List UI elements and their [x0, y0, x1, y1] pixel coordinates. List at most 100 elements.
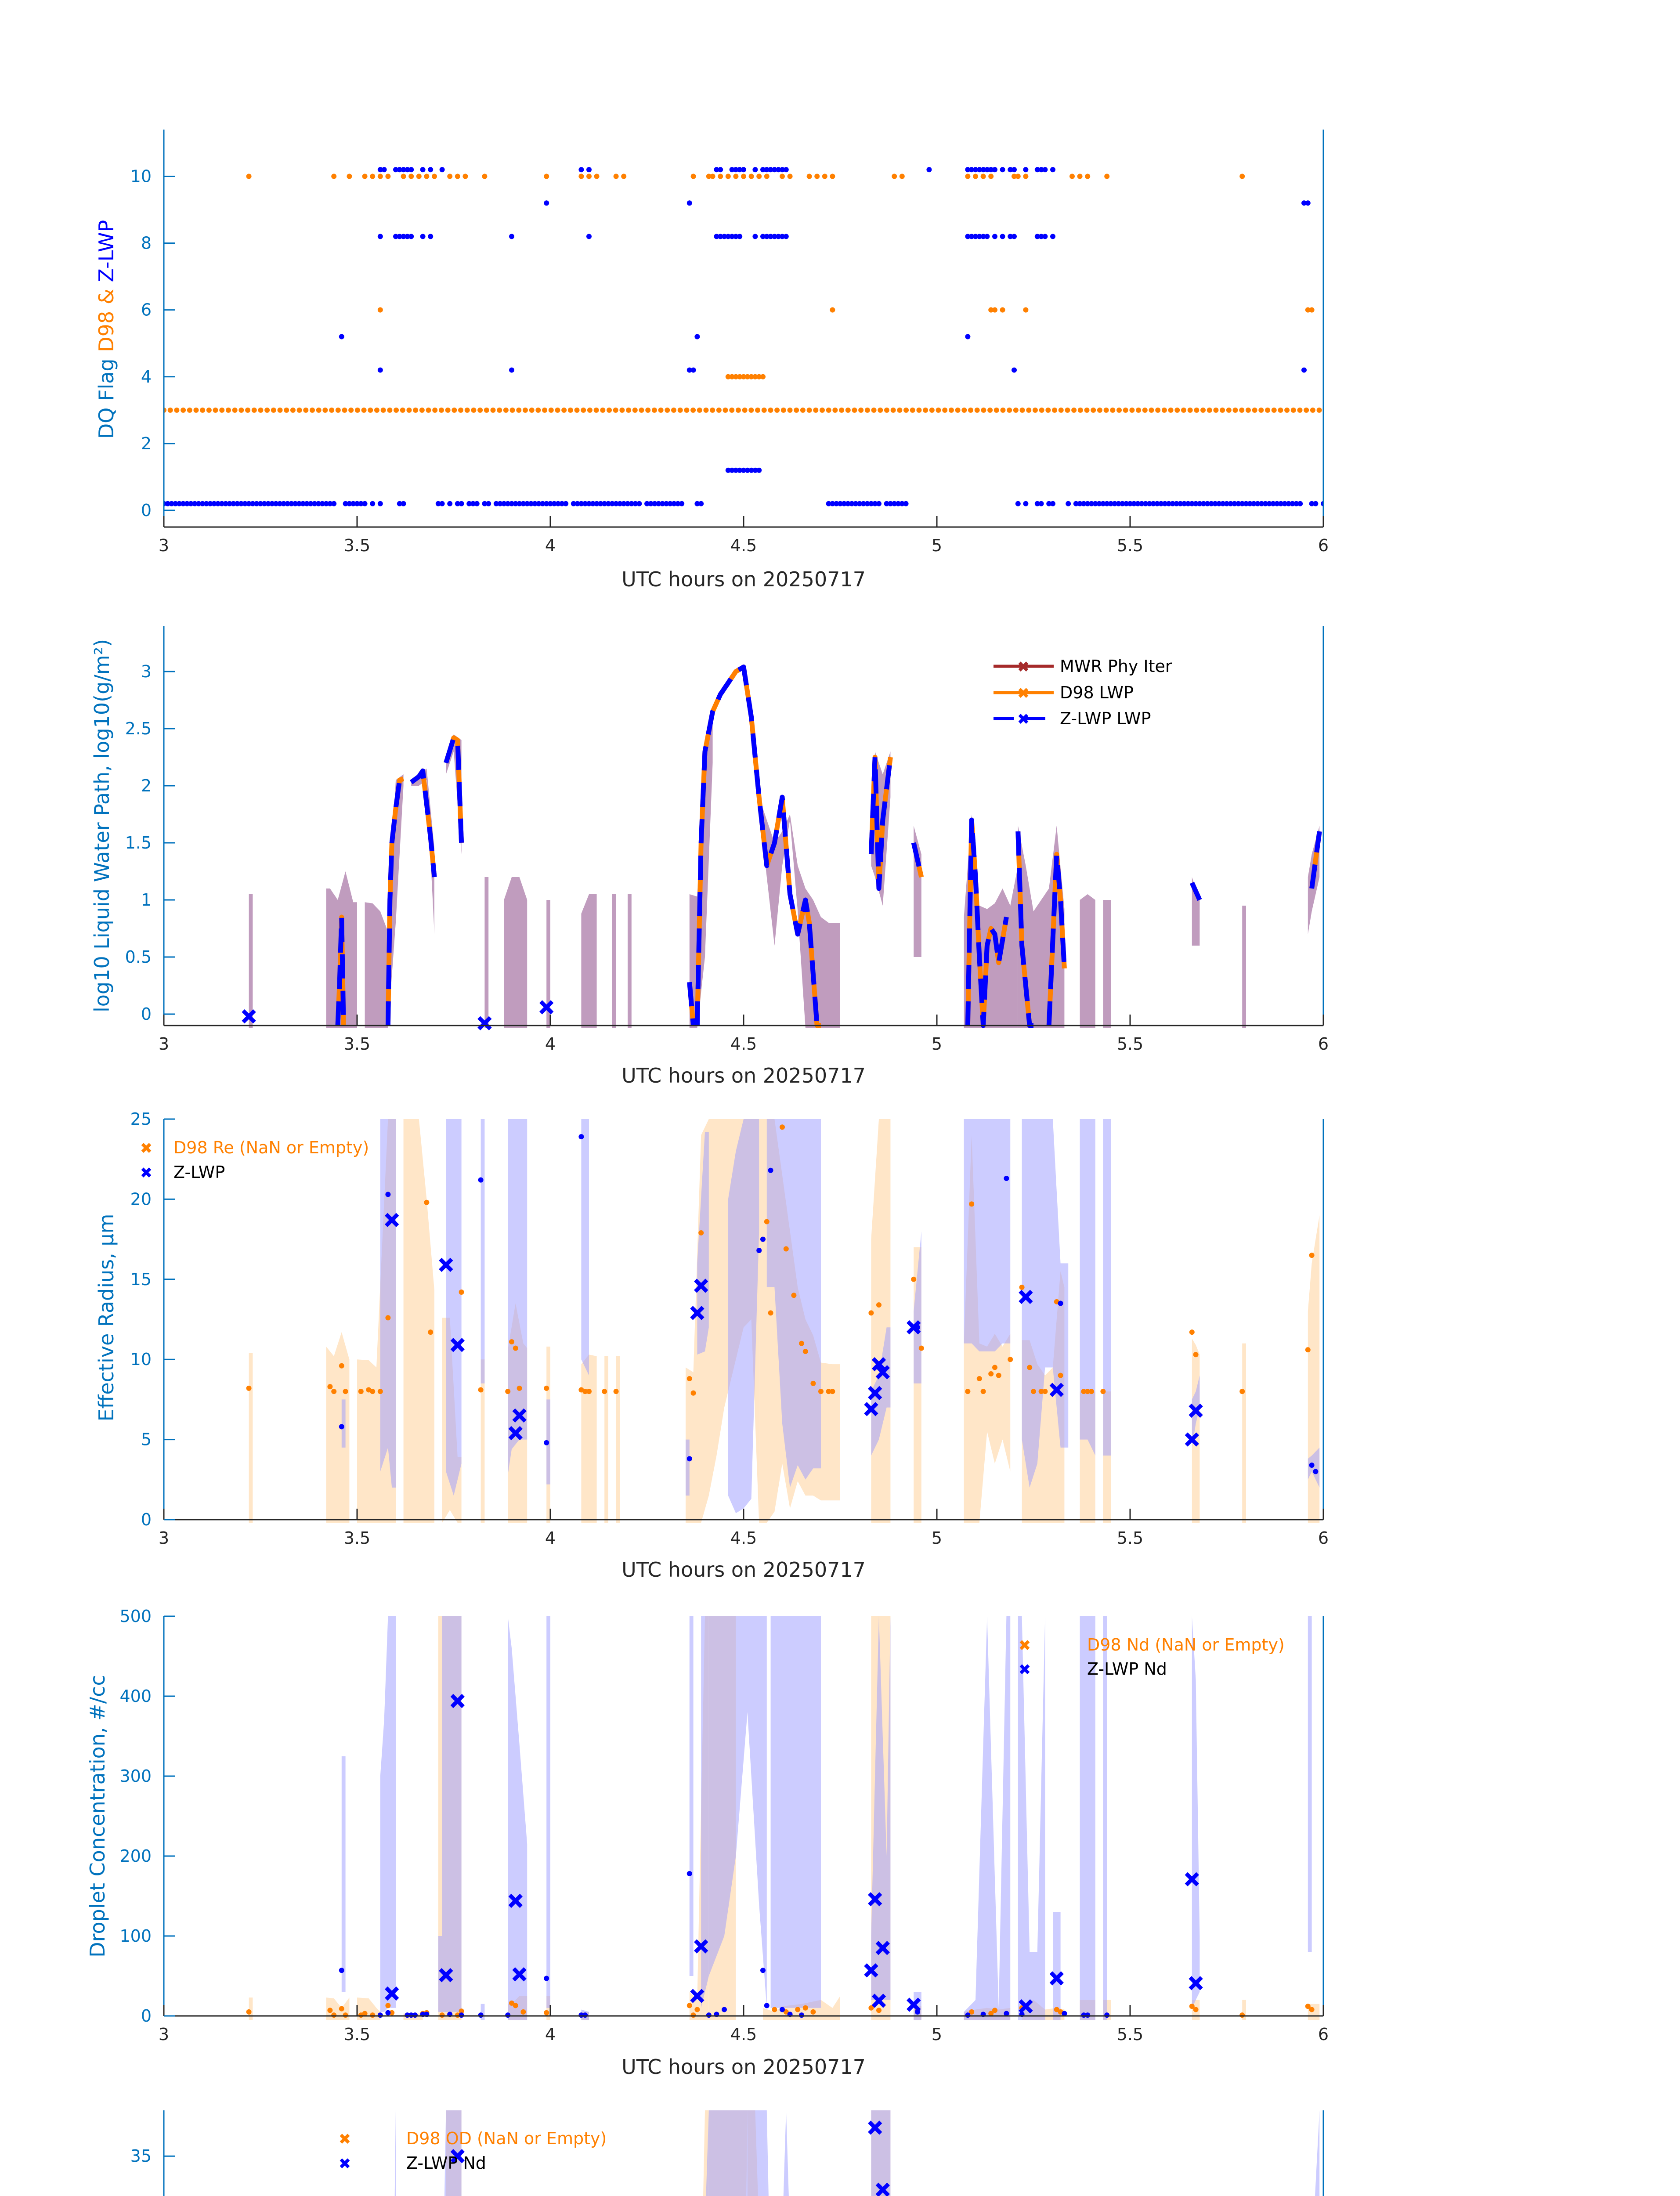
- y-tick-label: 10: [130, 1350, 152, 1369]
- d98-point: [358, 1389, 364, 1394]
- legend-label-zlwp-nd: Z-LWP Nd: [1087, 1659, 1167, 1679]
- flag-point: [1309, 501, 1315, 506]
- flag-point: [401, 167, 406, 173]
- flag-point: [470, 501, 476, 506]
- flag-point: [667, 501, 673, 506]
- flag-point: [424, 173, 430, 179]
- lwp-legend: ✖ MWR Phy Iter ✖ D98 LWP ✖ Z-LWP LWP: [994, 657, 1172, 728]
- flag-point: [452, 407, 457, 413]
- x-tick-label: 6: [1318, 1528, 1329, 1548]
- zlwp-marker: [868, 1892, 882, 1907]
- y-tick-label: 2.5: [125, 719, 152, 738]
- flag-point: [607, 407, 612, 413]
- flag-point: [903, 407, 909, 413]
- flag-point: [264, 407, 270, 413]
- zlwp-uncertainty-band: [481, 1119, 485, 1383]
- d98-point: [690, 2012, 696, 2018]
- flag-point: [1309, 307, 1315, 313]
- flag-point: [760, 167, 766, 173]
- flag-point: [839, 407, 845, 413]
- zlwp-uncertainty-band: [766, 1119, 821, 1488]
- re-plot-area: [246, 1119, 1320, 1523]
- x-tick-label: 6: [1318, 2025, 1329, 2044]
- x-tick-label: 3: [159, 2025, 169, 2044]
- y-tick-label: 400: [119, 1687, 152, 1706]
- lwp-uncertainty-band: [1103, 900, 1111, 1028]
- lwp-uncertainty-band: [249, 894, 253, 1028]
- zlwp-point: [1313, 1469, 1319, 1474]
- flag-point: [347, 501, 352, 506]
- flag-point: [903, 501, 909, 506]
- flag-point: [174, 407, 180, 413]
- flag-point: [621, 173, 627, 179]
- flag-point: [1297, 501, 1303, 506]
- zlwp-uncertainty-band: [871, 1616, 891, 2000]
- d98-point: [976, 1376, 982, 1381]
- zlwp-point: [1004, 1175, 1009, 1181]
- flag-point: [312, 501, 318, 506]
- flag-point: [658, 407, 664, 413]
- plot-marks: [164, 167, 1323, 506]
- flag-point: [1236, 501, 1241, 506]
- lwp-uncertainty-band: [612, 894, 616, 1028]
- flag-point: [656, 501, 661, 506]
- zlwp-lwp-line: [911, 842, 924, 878]
- flag-point: [706, 173, 712, 179]
- d98-point: [1193, 1352, 1199, 1358]
- d98-point: [1193, 2007, 1199, 2012]
- flag-point: [899, 501, 905, 506]
- flag-point: [1271, 407, 1277, 413]
- flag-point: [776, 167, 781, 173]
- legend-item-mwr: ✖ MWR Phy Iter: [994, 657, 1172, 676]
- flag-point: [772, 167, 777, 173]
- flag-point: [741, 167, 746, 173]
- flag-point: [639, 407, 644, 413]
- flag-point: [1305, 307, 1311, 313]
- x-tick-label: 5: [932, 1528, 942, 1548]
- flag-point: [864, 407, 870, 413]
- flag-point: [1255, 501, 1261, 506]
- flag-point: [1012, 173, 1017, 179]
- lwp-uncertainty-band: [1080, 894, 1095, 1028]
- flag-point: [354, 501, 360, 506]
- flag-point: [1034, 167, 1040, 173]
- y-tick-label: 8: [141, 234, 152, 253]
- lwp-ylabel: log10 Liquid Water Path, log10(g/m²): [90, 639, 114, 1012]
- d98-point: [1081, 1389, 1087, 1394]
- d98-point: [1058, 1372, 1063, 1378]
- flag-point: [1007, 407, 1012, 413]
- flag-point: [284, 407, 289, 413]
- flag-point: [714, 234, 719, 239]
- y-tick-label: 0: [141, 1510, 152, 1529]
- flag-point: [976, 167, 982, 173]
- flag-point: [852, 407, 857, 413]
- flag-point: [845, 501, 851, 506]
- od-legend: ✖ D98 OD (NaN or Empty) ✖ Z-LWP Nd: [339, 2129, 607, 2173]
- flag-point: [362, 501, 368, 506]
- flag-point: [177, 501, 182, 506]
- zlwp-uncertainty-band: [964, 1616, 1011, 2020]
- flag-point: [832, 407, 838, 413]
- legend-marker-d98-nd: ✖: [1019, 1637, 1031, 1654]
- flag-point: [184, 501, 190, 506]
- flag-point: [1129, 407, 1135, 413]
- flag-point: [462, 173, 468, 179]
- flag-point: [838, 501, 843, 506]
- flag-point: [486, 501, 491, 506]
- nd-ylabel: Droplet Concentration, #/cc: [86, 1675, 109, 1958]
- flag-point: [571, 501, 576, 506]
- zlwp-point: [459, 2012, 464, 2018]
- flag-point: [644, 501, 650, 506]
- flag-point: [1155, 407, 1161, 413]
- flag-point: [438, 407, 444, 413]
- x-tick-label: 5.5: [1117, 1034, 1143, 1054]
- flag-point: [1178, 501, 1183, 506]
- flag-point: [285, 501, 290, 506]
- flag-point: [768, 234, 773, 239]
- y-tick-label: 1.5: [125, 833, 152, 852]
- flag-point: [261, 501, 267, 506]
- d98-point: [517, 1385, 522, 1391]
- flag-point: [768, 167, 773, 173]
- flag-point: [741, 374, 746, 379]
- flag-point: [254, 501, 260, 506]
